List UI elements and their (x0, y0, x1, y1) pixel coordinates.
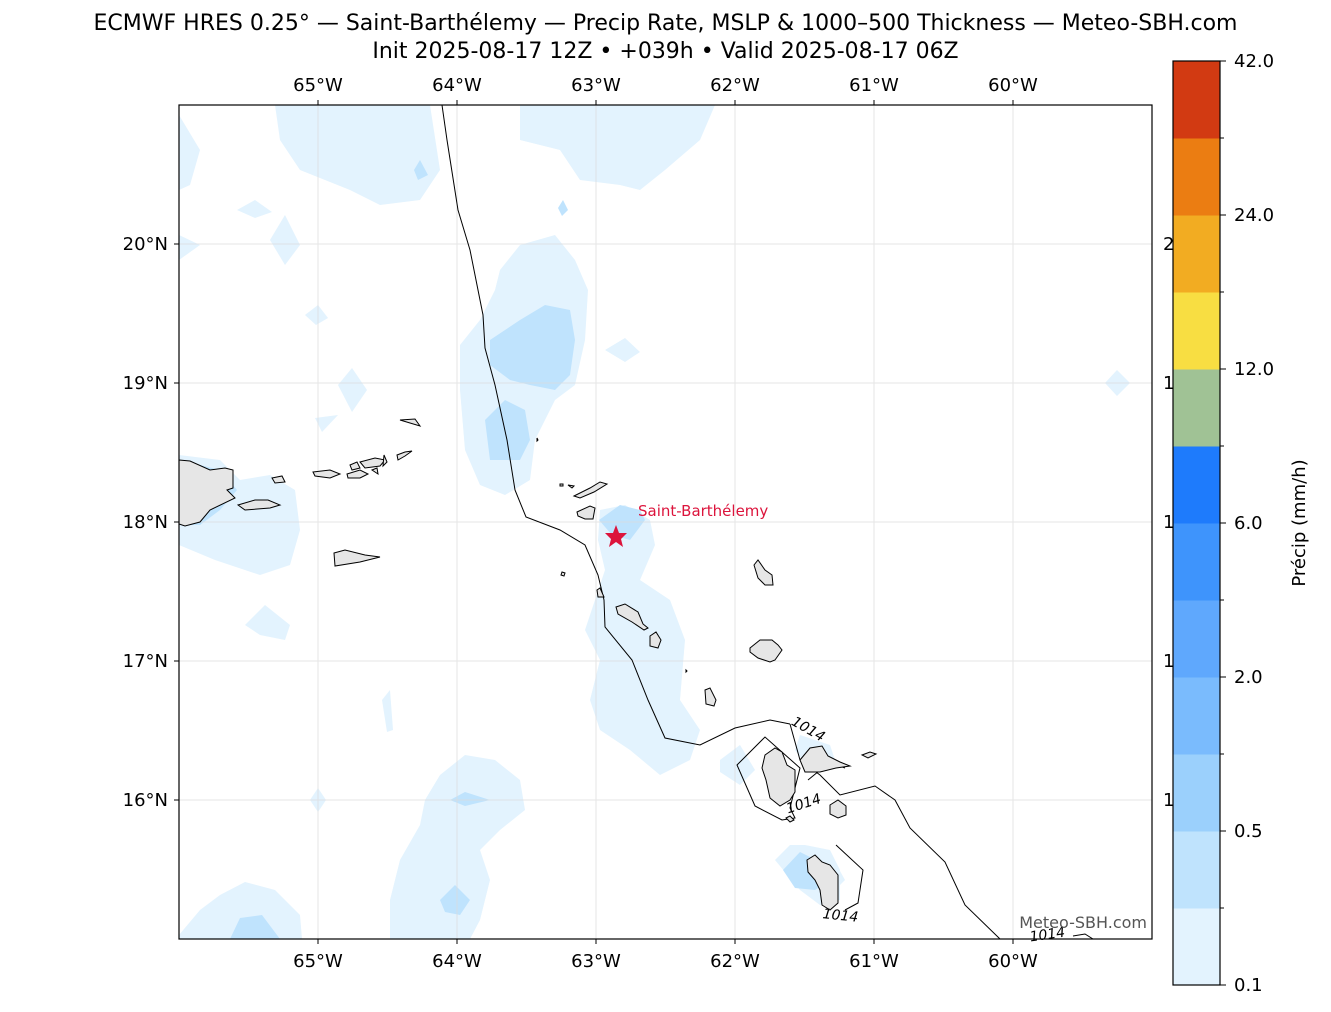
lat-label-right: 1 (1163, 512, 1174, 533)
lat-label-right: 1 (1163, 790, 1174, 811)
lat-label: 18°N (123, 512, 168, 533)
lat-label: 20°N (123, 234, 168, 255)
lat-label-right: 2 (1163, 234, 1174, 255)
colorbar-tick-label: 42.0 (1234, 51, 1274, 72)
colorbar-tick-label: 0.5 (1234, 821, 1263, 842)
lon-label-top: 61°W (849, 75, 899, 96)
colorbar-ticks (1220, 60, 1226, 986)
colorbar-segment (1173, 446, 1220, 524)
isobar-label: 1014 (822, 906, 859, 926)
colorbar-tick-label: 2.0 (1234, 667, 1263, 688)
colorbar-segment (1173, 369, 1220, 447)
isobar-label: 1014 (1029, 925, 1067, 946)
watermark: Meteo-SBH.com (1019, 913, 1147, 932)
map-gridlines (179, 105, 1152, 939)
colorbar-segment (1173, 292, 1220, 370)
lon-label-bottom: 62°W (710, 951, 760, 972)
lon-label-bottom: 64°W (432, 951, 482, 972)
colorbar-segment (1173, 523, 1220, 601)
colorbar-segment (1173, 215, 1220, 293)
lon-label-top: 62°W (710, 75, 760, 96)
colorbar-segment (1173, 908, 1220, 986)
landmass (179, 418, 878, 911)
lon-label-top: 65°W (293, 75, 343, 96)
colorbar-segment (1173, 677, 1220, 755)
colorbar-segment (1173, 831, 1220, 909)
map-subtitle: Init 2025-08-17 12Z • +039h • Valid 2025… (372, 39, 959, 64)
lon-label-top: 60°W (988, 75, 1038, 96)
lat-label-right: 1 (1163, 373, 1174, 394)
lat-label: 19°N (123, 373, 168, 394)
lat-label-right: 1 (1163, 651, 1174, 672)
colorbar-segment (1173, 600, 1220, 678)
top-ticks (174, 100, 1014, 944)
location-star-icon[interactable] (605, 525, 627, 547)
map-title: ECMWF HRES 0.25° — Saint-Barthélemy — Pr… (93, 11, 1238, 36)
lat-label: 17°N (123, 651, 168, 672)
lon-label-bottom: 63°W (571, 951, 621, 972)
lon-label-bottom: 65°W (293, 951, 343, 972)
lon-label-top: 64°W (432, 75, 482, 96)
colorbar-segment (1173, 754, 1220, 832)
colorbar-tick-label: 24.0 (1234, 205, 1274, 226)
lon-label-top: 63°W (571, 75, 621, 96)
location-label: Saint-Barthélemy (638, 502, 768, 520)
thickness-contour (441, 105, 791, 746)
lat-label: 16°N (123, 790, 168, 811)
colorbar-label: Précip (mm/h) (1289, 459, 1310, 586)
colorbar-tick-label: 6.0 (1234, 513, 1263, 534)
colorbar-segment (1173, 138, 1220, 216)
colorbar-segment (1173, 61, 1220, 139)
colorbar-tick-label: 12.0 (1234, 359, 1274, 380)
lon-label-bottom: 61°W (849, 951, 899, 972)
lon-label-bottom: 60°W (988, 951, 1038, 972)
colorbar-tick-label: 0.1 (1234, 975, 1263, 996)
colorbar (1173, 61, 1220, 986)
